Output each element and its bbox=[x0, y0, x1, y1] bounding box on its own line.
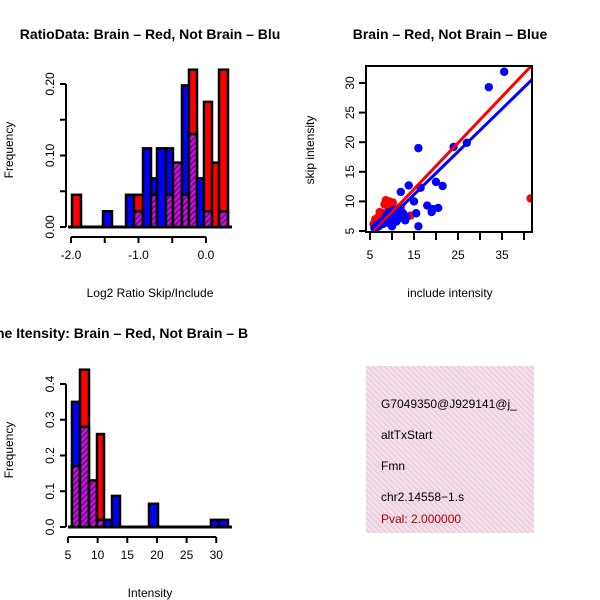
point-not-brain bbox=[431, 177, 441, 187]
point-not-brain bbox=[414, 222, 423, 231]
point-not-brain bbox=[500, 67, 509, 76]
x-tick-label: -1.0 bbox=[128, 248, 149, 262]
plot-clip bbox=[369, 67, 531, 231]
y-tick-label: 25 bbox=[343, 106, 357, 120]
bar-brain bbox=[217, 68, 230, 229]
point-not-brain bbox=[484, 82, 493, 92]
plot-frame bbox=[365, 65, 533, 233]
x-tick-label: 5 bbox=[65, 548, 72, 562]
point-not-brain bbox=[404, 181, 413, 190]
x-tick-label: 0.0 bbox=[198, 248, 215, 262]
bar-overlap bbox=[132, 210, 145, 229]
y-tick-label: 5 bbox=[343, 227, 357, 234]
y-tick-label: 10 bbox=[343, 194, 357, 208]
y-tick-label: 0.4 bbox=[43, 375, 57, 392]
ratio-histogram: RatioData: Brain – Red, Not Brain – Blu … bbox=[2, 26, 280, 300]
y-axis-label: Frequency bbox=[2, 122, 16, 179]
x-tick-label: 15 bbox=[407, 248, 421, 262]
info-box-background bbox=[366, 366, 534, 533]
regression-line-red bbox=[372, 67, 531, 231]
point-not-brain bbox=[402, 212, 411, 221]
intensity-histogram: ne Itensity: Brain – Red, Not Brain – B … bbox=[0, 325, 248, 600]
x-axis-label: Log2 Ratio Skip/Include bbox=[87, 286, 214, 300]
x-tick-label: 20 bbox=[150, 548, 164, 562]
x-axis-label: include intensity bbox=[407, 286, 492, 300]
y-tick-label: 0.2 bbox=[43, 447, 57, 464]
point-brain bbox=[388, 198, 398, 207]
plot-area: -2.0 -1.0 0.0 0.00 0.10 0.20 bbox=[43, 68, 233, 262]
y-tick-label: 15 bbox=[343, 165, 357, 179]
x-tick-label: 35 bbox=[495, 248, 509, 262]
bar-not-brain bbox=[110, 494, 122, 529]
y-tick-label: 0.3 bbox=[43, 411, 57, 428]
point-not-brain bbox=[414, 143, 423, 153]
y-axis-label: Frequency bbox=[2, 422, 16, 479]
point-not-brain bbox=[409, 197, 419, 206]
plot-area: 5 10 15 20 25 30 0.0 0.1 0.2 0.3 0.4 bbox=[43, 368, 232, 562]
y-tick-label: 20 bbox=[343, 135, 357, 149]
x-tick-label: 25 bbox=[180, 548, 194, 562]
event-id: G7049350@J929141@j_ bbox=[381, 397, 517, 411]
x-tick-label: 15 bbox=[121, 548, 135, 562]
x-tick-label: 25 bbox=[451, 248, 465, 262]
bar-not-brain bbox=[147, 502, 160, 529]
point-not-brain bbox=[412, 209, 421, 218]
plot-area: 5 15 25 35 5 10 15 20 25 30 bbox=[343, 65, 533, 262]
y-tick-label: 0.20 bbox=[43, 72, 57, 96]
pval: Pval: 2.000000 bbox=[381, 512, 461, 526]
bar-brain bbox=[70, 193, 83, 229]
y-axis-label: skip intensity bbox=[303, 116, 317, 185]
bar-overlap bbox=[171, 161, 184, 229]
intensity-scatter: Brain – Red, Not Brain – Blue include in… bbox=[303, 26, 547, 300]
x-axis-label: Intensity bbox=[128, 586, 173, 600]
bar-not-brain bbox=[101, 210, 114, 229]
point-not-brain bbox=[434, 203, 443, 213]
gene-name: Fmn bbox=[381, 459, 405, 473]
bar-not-brain bbox=[217, 518, 230, 529]
point-brain bbox=[526, 194, 531, 203]
bar-not-brain bbox=[155, 147, 168, 229]
bar-overlap bbox=[217, 210, 230, 229]
bar-brain bbox=[95, 432, 106, 529]
y-tick-label: 0.10 bbox=[43, 143, 57, 167]
point-not-brain bbox=[438, 181, 447, 191]
y-tick-label: 0.1 bbox=[43, 483, 57, 500]
y-tick-label: 0.0 bbox=[43, 518, 57, 535]
chart-title: ne Itensity: Brain – Red, Not Brain – B bbox=[0, 325, 248, 341]
x-tick-label: -2.0 bbox=[61, 248, 82, 262]
x-tick-label: 30 bbox=[210, 548, 224, 562]
y-tick-label: 0.00 bbox=[43, 215, 57, 239]
point-not-brain bbox=[396, 187, 405, 197]
info-box: G7049350@J929141@j_ altTxStart Fmn chr2.… bbox=[366, 366, 534, 533]
x-tick-label: 10 bbox=[91, 548, 105, 562]
chart-title: Brain – Red, Not Brain – Blue bbox=[353, 26, 548, 42]
regression-line-blue bbox=[374, 78, 531, 231]
y-tick-label: 30 bbox=[343, 76, 357, 90]
bar-overlap bbox=[78, 425, 91, 529]
x-tick-label: 5 bbox=[367, 248, 374, 262]
chart-title: RatioData: Brain – Red, Not Brain – Blu bbox=[20, 26, 281, 42]
location: chr2.14558−1.s bbox=[381, 490, 464, 504]
event-type: altTxStart bbox=[381, 428, 433, 442]
